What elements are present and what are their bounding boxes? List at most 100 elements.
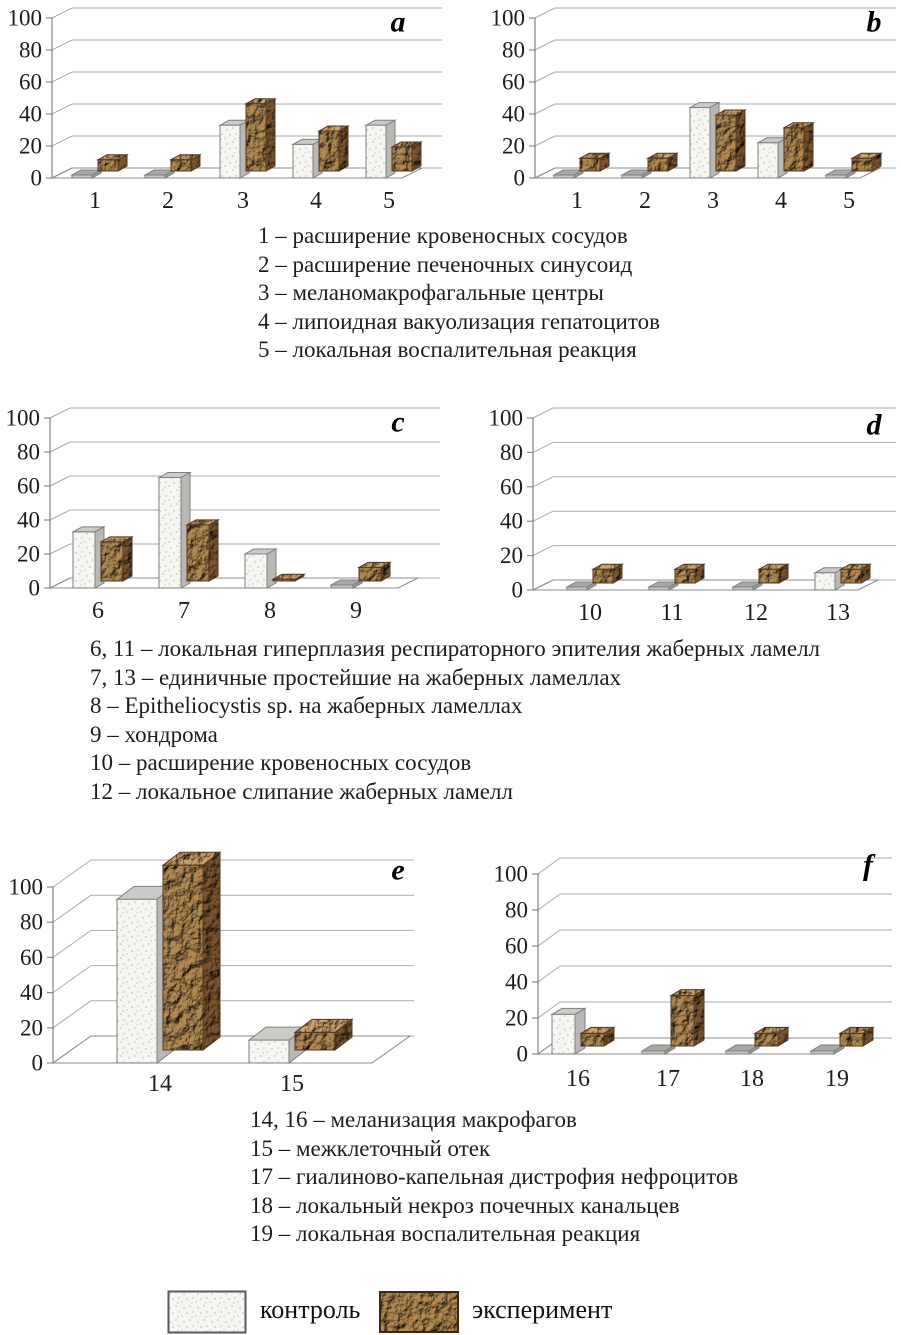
note-block-gills: 6, 11 – локальная гиперплазия респиратор… [90, 635, 820, 807]
x-category-label: 3 [707, 188, 719, 214]
x-category-label: 2 [162, 188, 174, 214]
y-tick-label: 60 [17, 474, 40, 499]
gridline-diagonal [534, 103, 556, 115]
gridline-diagonal [537, 965, 561, 983]
gridline-diagonal [534, 71, 556, 83]
bar-experiment-8 [273, 574, 304, 581]
y-tick-label: 60 [500, 474, 523, 499]
x-category-label: 12 [744, 600, 768, 625]
bar-experiment-5 [851, 157, 873, 172]
y-tick-label: 40 [20, 980, 43, 1005]
bar-control-16 [551, 1013, 576, 1055]
bar-experiment-9 [358, 566, 382, 582]
gridline-diagonal [49, 441, 71, 453]
bar-experiment-18 [754, 1032, 779, 1047]
y-tick-label: 60 [502, 70, 525, 95]
x-category-label: 5 [843, 188, 855, 214]
note-line: 7, 13 – единичные простейшие на жаберных… [90, 664, 622, 690]
panel-letter: c [391, 406, 404, 439]
x-category-label: 1 [571, 188, 583, 214]
bar-experiment-17 [670, 995, 695, 1047]
x-category-label: 1 [89, 188, 101, 214]
note-line: 12 – локальное слипание жаберных ламелл [90, 778, 513, 804]
y-tick-label: 80 [20, 910, 43, 935]
y-tick-label: 40 [505, 970, 528, 995]
gridline-diagonal [49, 475, 71, 487]
note-line: 19 – локальная воспалительная реакция [250, 1221, 641, 1247]
y-tick-label: 20 [19, 134, 42, 159]
note-block-liver: 1 – расширение кровеносных сосудов 2 – ра… [258, 222, 660, 365]
bar-experiment-14 [162, 864, 204, 1051]
chart-panel-c: 0 20 40 60 80 100 6 7 8 9 c [6, 406, 440, 624]
gridline-diagonal [532, 441, 554, 453]
bar-experiment-10 [592, 568, 614, 584]
note-line: 8 – Epitheliocystis sp. на жаберных ламе… [90, 693, 523, 719]
gridline-diagonal [52, 1000, 92, 1029]
y-tick-label: 0 [517, 1042, 529, 1067]
bar-control-2 [621, 174, 643, 179]
gridline-diagonal [52, 859, 92, 888]
bar-control-13 [814, 572, 836, 591]
y-tick-label: 80 [505, 898, 528, 923]
gridline-diagonal [51, 103, 73, 115]
x-category-label: 11 [660, 600, 683, 625]
note-line: 3 – меланомакрофагальные центры [258, 280, 604, 306]
gridline-diagonal [537, 893, 561, 911]
y-tick-label: 100 [6, 406, 41, 431]
bar-control-3 [219, 124, 241, 179]
bar-control-4 [757, 142, 779, 179]
x-category-label: 4 [310, 188, 322, 214]
note-line: 2 – расширение печеночных синусоид [258, 251, 633, 277]
bar-experiment-13 [840, 568, 862, 584]
bar-experiment-2 [647, 157, 669, 172]
x-category-label: 6 [92, 598, 104, 624]
gridline-diagonal [534, 135, 556, 147]
x-category-label: 7 [178, 598, 190, 624]
bar-experiment-19 [839, 1032, 864, 1047]
y-tick-label: 80 [17, 440, 40, 465]
bar-experiment-15 [295, 1019, 352, 1050]
floor [534, 167, 881, 179]
note-line: 6, 11 – локальная гиперплазия респиратор… [90, 636, 821, 661]
bar-experiment-15 [294, 1031, 336, 1051]
gridline-diagonal [49, 407, 71, 419]
y-tick-label: 100 [9, 875, 44, 900]
bar-control-18 [725, 1050, 750, 1055]
x-category-label: 2 [639, 188, 651, 214]
bar-control-5 [825, 174, 847, 179]
x-category-label: 16 [566, 1066, 590, 1092]
gridline-diagonal [534, 39, 556, 51]
y-tick-label: 20 [505, 1006, 528, 1031]
bar-control-2 [144, 174, 166, 179]
x-category-label: 9 [350, 598, 362, 624]
bar-experiment-14 [163, 852, 220, 1050]
y-tick-label: 60 [19, 70, 42, 95]
bar-experiment-16 [581, 1027, 614, 1046]
note-line: 1 – расширение кровеносных сосудов [258, 223, 628, 248]
bar-control-9 [330, 584, 354, 589]
bar-control-16 [574, 1007, 586, 1055]
bar-experiment-12 [758, 568, 780, 584]
x-category-label: 17 [656, 1066, 680, 1092]
y-tick-label: 0 [512, 578, 524, 603]
x-category-label: 14 [148, 1071, 172, 1095]
gridline-diagonal [532, 545, 554, 557]
chart-panel-e: 0 20 40 60 80 100 14 15 e [9, 851, 414, 1095]
panel-letter: f [863, 849, 876, 882]
bar-control-17 [641, 1050, 666, 1055]
bar-experiment-13 [841, 564, 870, 583]
gridline-diagonal [49, 543, 71, 555]
y-tick-label: 60 [505, 934, 528, 959]
chart-panel-b: 0 20 40 60 80 100 1 2 3 4 5 b [491, 6, 896, 214]
y-tick-label: 80 [500, 440, 523, 465]
floor [49, 577, 419, 589]
bar-control-6 [72, 531, 96, 589]
legend-experiment-swatch [379, 1291, 459, 1333]
bar-experiment-3 [246, 98, 275, 171]
chart-panel-d: 0 20 40 60 80 100 10 11 12 13 d [489, 406, 896, 625]
note-line: 5 – локальная воспалительная реакция [258, 337, 637, 363]
gridline-diagonal [537, 1001, 561, 1019]
y-tick-label: 20 [502, 134, 525, 159]
bar-control-3 [689, 107, 711, 179]
